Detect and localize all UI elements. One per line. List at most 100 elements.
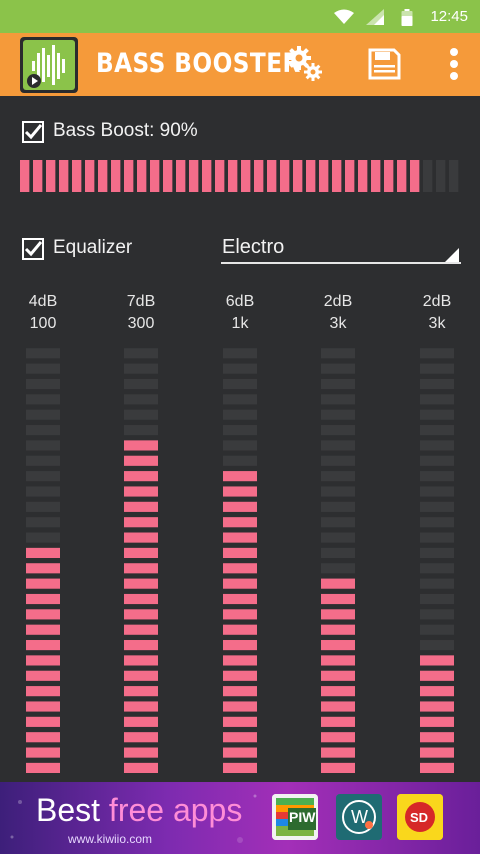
eq-segment bbox=[26, 547, 60, 558]
eq-segment bbox=[420, 363, 454, 374]
eq-segment bbox=[26, 609, 60, 620]
eq-segment bbox=[321, 655, 355, 666]
preset-underline bbox=[221, 262, 461, 264]
boost-segment bbox=[189, 160, 199, 192]
eq-segment bbox=[321, 486, 355, 497]
eq-segment bbox=[26, 378, 60, 390]
eq-segment bbox=[26, 455, 60, 466]
boost-segment bbox=[384, 160, 394, 192]
eq-segment bbox=[321, 732, 355, 743]
eq-segment bbox=[321, 593, 355, 605]
eq-segment bbox=[420, 747, 454, 758]
eq-segment bbox=[321, 471, 355, 482]
preset-dropdown[interactable]: Electro bbox=[221, 236, 461, 264]
bass-boost-checkbox[interactable] bbox=[22, 121, 44, 143]
boost-segment bbox=[319, 160, 329, 192]
boost-segment bbox=[267, 160, 277, 192]
eq-segment bbox=[223, 547, 257, 558]
ad-app-w-label: W bbox=[351, 807, 368, 827]
band-4-slider[interactable] bbox=[321, 343, 355, 773]
eq-segment bbox=[420, 517, 454, 528]
eq-segment bbox=[124, 425, 158, 436]
eq-segment bbox=[26, 517, 60, 528]
eq-segment bbox=[420, 624, 454, 635]
eq-segment bbox=[223, 532, 257, 543]
eq-segment bbox=[223, 563, 257, 574]
eq-segment bbox=[124, 348, 158, 359]
boost-segment bbox=[345, 160, 355, 192]
preset-value: Electro bbox=[222, 236, 285, 258]
eq-segment bbox=[420, 593, 454, 605]
eq-segment bbox=[124, 471, 158, 482]
ad-app-sd[interactable]: SD bbox=[397, 794, 443, 840]
eq-segment bbox=[26, 655, 60, 666]
eq-segment bbox=[321, 609, 355, 620]
eq-segment bbox=[223, 578, 257, 589]
eq-segment bbox=[321, 532, 355, 543]
ad-title: Best free apps bbox=[36, 792, 242, 829]
eq-segment bbox=[420, 655, 454, 666]
boost-segment bbox=[436, 160, 446, 192]
ad-app-piw[interactable]: PIW bbox=[272, 794, 318, 840]
eq-segment bbox=[420, 762, 454, 773]
boost-segment bbox=[397, 160, 407, 192]
eq-segment bbox=[223, 486, 257, 497]
band-5-slider[interactable] bbox=[420, 343, 454, 773]
settings-gears-icon bbox=[287, 46, 322, 81]
ad-banner[interactable]: Best free apps www.kiwiio.com PIW W SD bbox=[0, 782, 480, 854]
boost-segment bbox=[332, 160, 342, 192]
band-1-slider[interactable] bbox=[26, 343, 60, 773]
band-2-freq: 300 bbox=[127, 315, 155, 332]
piw-app-icon bbox=[272, 794, 318, 840]
eq-segment bbox=[420, 701, 454, 712]
eq-segment bbox=[321, 686, 355, 697]
eq-segment bbox=[26, 348, 60, 359]
eq-segment bbox=[26, 624, 60, 635]
status-time: 12:45 bbox=[430, 8, 468, 25]
eq-segment bbox=[321, 501, 355, 512]
eq-segment bbox=[223, 609, 257, 620]
band-1-freq: 100 bbox=[29, 315, 57, 332]
eq-segment bbox=[124, 440, 158, 451]
ad-app-sd-label: SD bbox=[410, 810, 429, 825]
eq-segment bbox=[223, 593, 257, 605]
eq-segment bbox=[420, 471, 454, 482]
settings-button[interactable] bbox=[285, 44, 325, 84]
eq-segment bbox=[26, 716, 60, 727]
eq-segment bbox=[420, 425, 454, 436]
bass-boost-slider[interactable] bbox=[20, 160, 462, 192]
eq-segment bbox=[321, 440, 355, 451]
eq-segment bbox=[223, 701, 257, 712]
eq-segment bbox=[420, 716, 454, 727]
equalizer-checkbox[interactable] bbox=[22, 238, 44, 260]
eq-segment bbox=[420, 563, 454, 574]
save-preset-button[interactable] bbox=[364, 44, 404, 84]
eq-segment bbox=[420, 547, 454, 558]
boost-segment bbox=[215, 160, 225, 192]
eq-segment bbox=[124, 517, 158, 528]
ad-app-w[interactable]: W bbox=[336, 794, 382, 840]
band-2-slider[interactable] bbox=[124, 343, 158, 773]
eq-segment bbox=[26, 394, 60, 405]
eq-segment bbox=[124, 409, 158, 420]
eq-segment bbox=[124, 609, 158, 620]
eq-segment bbox=[223, 732, 257, 743]
eq-segment bbox=[26, 762, 60, 773]
eq-segment bbox=[124, 378, 158, 390]
eq-segment bbox=[124, 486, 158, 497]
eq-segment bbox=[420, 609, 454, 620]
boost-segment bbox=[449, 160, 459, 192]
eq-segment bbox=[420, 455, 454, 466]
overflow-menu-button[interactable] bbox=[434, 44, 474, 84]
overflow-menu-icon bbox=[450, 48, 458, 80]
eq-segment bbox=[420, 640, 454, 651]
eq-segment bbox=[26, 425, 60, 436]
app-title: BASS BOOSTER bbox=[96, 48, 301, 79]
eq-segment bbox=[223, 501, 257, 512]
eq-segment bbox=[124, 655, 158, 666]
band-3-slider[interactable] bbox=[223, 343, 257, 773]
eq-segment bbox=[223, 455, 257, 466]
eq-segment bbox=[223, 655, 257, 666]
eq-segment bbox=[420, 732, 454, 743]
eq-segment bbox=[321, 517, 355, 528]
